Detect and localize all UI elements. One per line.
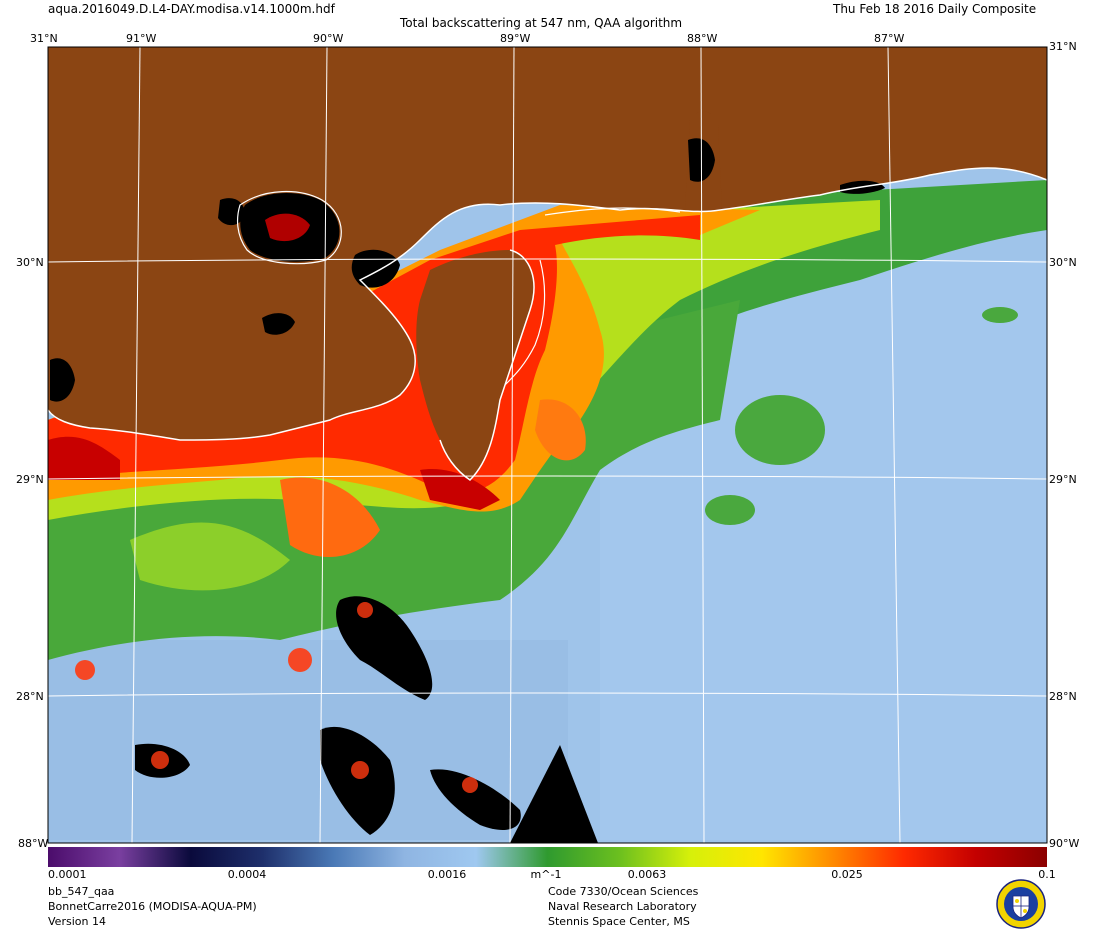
colorbar-tick-3: 0.0063 [627, 868, 667, 881]
colorbar-tick-1: 0.0004 [227, 868, 267, 881]
corner-label-bottom-right: 90°W [1049, 837, 1080, 850]
lon-label-89w: 89°W [500, 32, 531, 45]
product-name: bb_547_qaa [48, 885, 115, 898]
lat-label-28n-right: 28°N [1049, 690, 1077, 703]
org-line-3: Stennis Space Center, MS [548, 915, 690, 928]
colorbar-tick-2: 0.0016 [427, 868, 467, 881]
lat-label-28n-left: 28°N [16, 690, 44, 703]
corner-label-top-right: 31°N [1049, 40, 1077, 53]
corner-label-top-left: 31°N [30, 32, 58, 45]
lon-label-90w: 90°W [313, 32, 344, 45]
lon-label-91w: 91°W [126, 32, 157, 45]
graticule [48, 47, 1047, 843]
map-title: Total backscattering at 547 nm, QAA algo… [400, 16, 683, 30]
lat-label-29n-right: 29°N [1049, 473, 1077, 486]
lon-label-87w: 87°W [874, 32, 905, 45]
org-line-2: Naval Research Laboratory [548, 900, 697, 913]
corner-label-bottom-left: 88°W [18, 837, 49, 850]
version-label: Version 14 [48, 915, 106, 928]
colorbar-tick-4: 0.025 [831, 868, 863, 881]
lat-label-29n-left: 29°N [16, 473, 44, 486]
colorbar-unit: m^-1 [530, 868, 562, 881]
colorbar-tick-5: 0.1 [1038, 868, 1056, 881]
project-name: BonnetCarre2016 (MODISA-AQUA-PM) [48, 900, 257, 913]
file-name: aqua.2016049.D.L4-DAY.modisa.v14.1000m.h… [48, 2, 335, 16]
land-area [48, 47, 1047, 440]
coastline [48, 167, 1047, 441]
colorbar [48, 847, 1047, 867]
lat-label-30n-left: 30°N [16, 256, 44, 269]
date-label: Thu Feb 18 2016 Daily Composite [833, 2, 1037, 16]
nodata-patch [336, 596, 433, 700]
nrl-seal-icon [996, 879, 1046, 929]
lon-label-88w: 88°W [687, 32, 718, 45]
colorbar-tick-0: 0.0001 [48, 868, 87, 881]
org-line-1: Code 7330/Ocean Sciences [548, 885, 699, 898]
lat-label-30n-right: 30°N [1049, 256, 1077, 269]
